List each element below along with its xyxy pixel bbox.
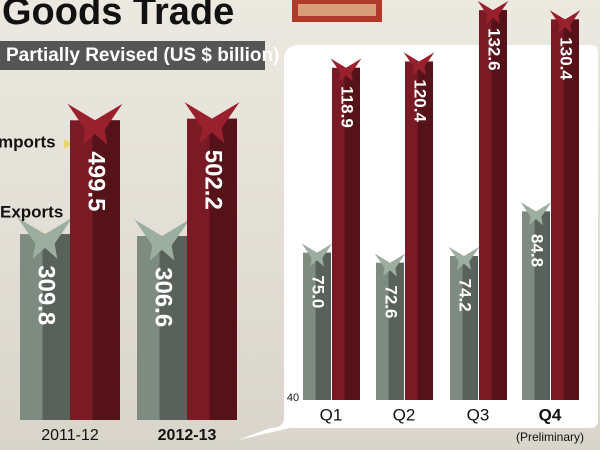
bar-shade xyxy=(92,120,120,421)
x-tick-label: 2012-13 xyxy=(158,427,217,444)
bar-shade xyxy=(417,61,433,400)
legend-pointer xyxy=(64,139,72,149)
value-label: 499.5 xyxy=(83,151,110,211)
category-note: (Preliminary) xyxy=(516,430,584,444)
bar-star xyxy=(134,219,190,261)
bar-shade xyxy=(388,262,404,400)
x-tick-label: Q1 xyxy=(320,405,343,424)
bar-shade xyxy=(315,252,331,400)
x-tick-label: Q2 xyxy=(393,405,416,424)
bar-star xyxy=(477,0,509,24)
value-label: 74.2 xyxy=(456,279,475,312)
header-image-detail xyxy=(298,4,376,16)
bar-shade xyxy=(491,10,507,401)
value-label: 120.4 xyxy=(411,79,430,122)
x-tick-label: Q3 xyxy=(467,405,490,424)
value-label: 502.2 xyxy=(200,150,227,210)
bar-star xyxy=(184,102,240,144)
value-label: 306.6 xyxy=(150,267,177,327)
bar-shade xyxy=(344,67,360,400)
value-label: 118.9 xyxy=(338,86,357,128)
bar-star xyxy=(67,103,123,146)
value-label: 132.6 xyxy=(485,28,504,71)
value-label: 84.8 xyxy=(528,234,547,267)
bar-shade xyxy=(462,256,478,400)
bar-shade xyxy=(534,211,550,400)
bar-star xyxy=(403,52,435,76)
bar-star xyxy=(330,58,362,82)
subtitle-band xyxy=(0,41,265,70)
x-tick-label: 2011-12 xyxy=(41,427,99,444)
legend-label: Exports xyxy=(0,202,63,221)
bar-star xyxy=(17,217,73,259)
bar-star xyxy=(549,10,581,34)
bar-shade xyxy=(42,234,70,420)
bar-shade xyxy=(159,236,187,420)
value-label: 130.4 xyxy=(557,37,576,80)
value-label: 309.8 xyxy=(33,265,60,325)
value-label: 75.0 xyxy=(309,275,328,308)
bar-star xyxy=(374,253,406,277)
x-tick-label: Q4 xyxy=(539,405,562,424)
bar-star xyxy=(448,246,480,270)
bar-shade xyxy=(209,118,237,421)
chart-title: Goods Trade xyxy=(2,0,234,33)
chart-subtitle: Partially Revised (US $ billion) xyxy=(6,45,279,66)
legend-label: mports xyxy=(0,132,56,151)
y-tick-label: 40 xyxy=(287,392,299,404)
value-label: 72.6 xyxy=(382,285,401,318)
bar-shade xyxy=(563,19,579,401)
bar-star xyxy=(520,202,552,226)
bar-star xyxy=(301,243,333,267)
